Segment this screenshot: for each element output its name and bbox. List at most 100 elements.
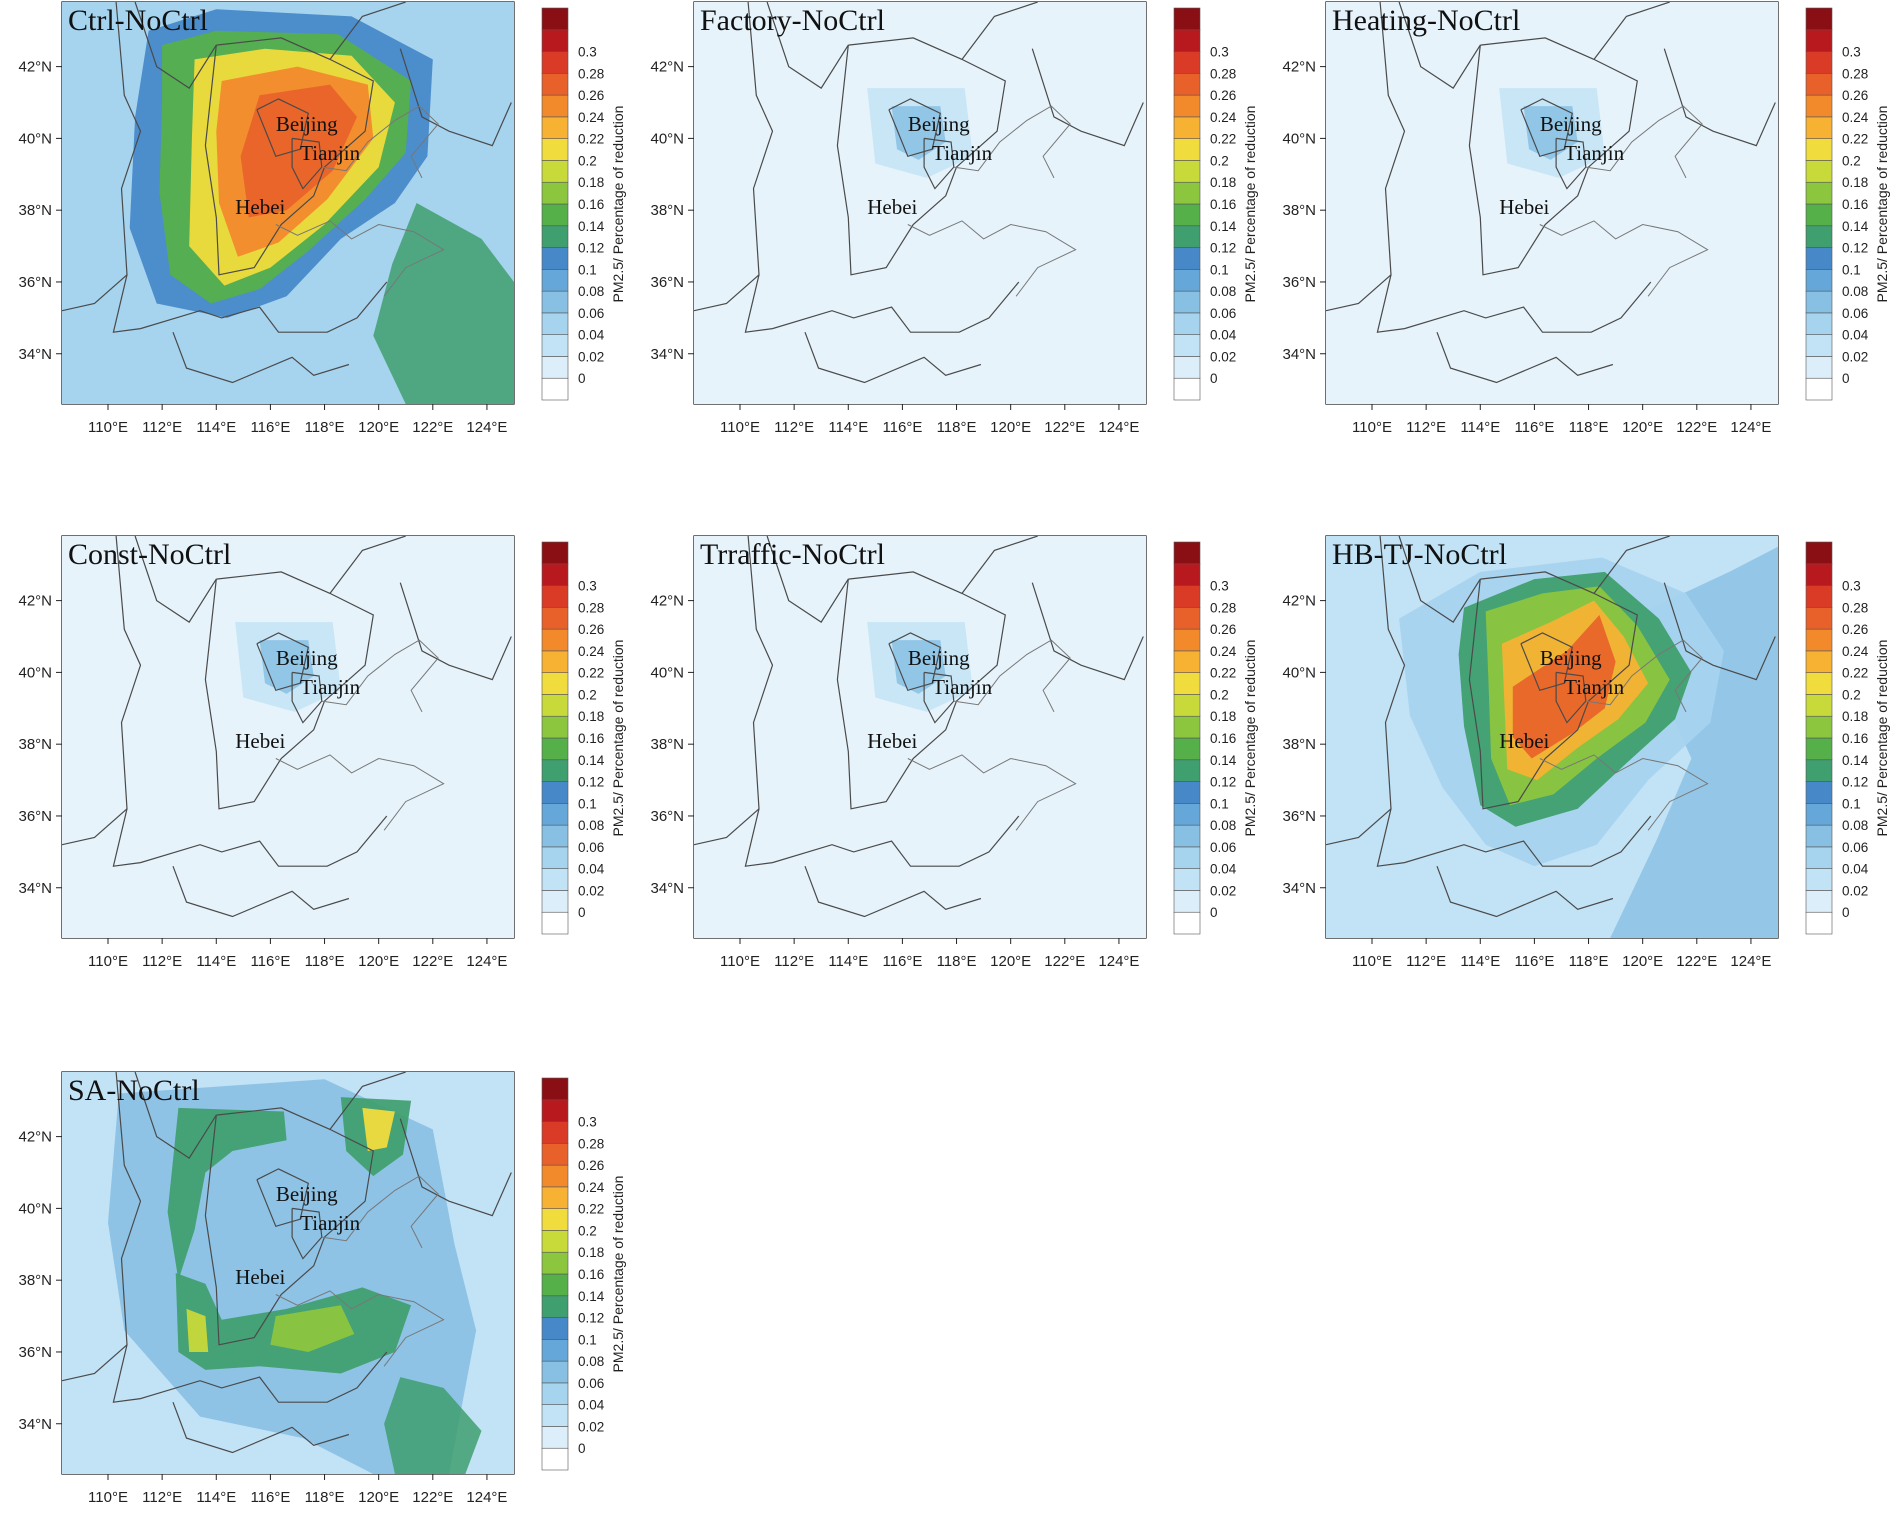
- x-tick-label: 122°E: [1676, 419, 1717, 436]
- contour-region: [1523, 106, 1578, 160]
- colorbar-swatch: [1173, 7, 1201, 31]
- colorbar-swatch: [541, 911, 569, 935]
- coastline: [275, 220, 445, 297]
- province-boundary: [204, 571, 374, 810]
- colorbar-label: 0.08: [1210, 818, 1236, 833]
- city-label-beijing: Beijing: [1540, 112, 1602, 136]
- colorbar-label: 0.14: [578, 219, 605, 234]
- colorbar-swatch: [541, 290, 569, 314]
- contour-region: [186, 1308, 209, 1352]
- colorbar-swatch: [1173, 672, 1201, 695]
- x-tick-label: 118°E: [305, 1489, 345, 1506]
- colorbar-swatch: [541, 1447, 569, 1471]
- x-tick-label: 110°E: [1352, 953, 1392, 970]
- colorbar-swatch: [1173, 29, 1201, 52]
- province-boundary: [744, 536, 1020, 867]
- colorbar-swatch: [1173, 94, 1201, 118]
- colorbar-swatch: [1805, 29, 1833, 52]
- city-label-beijing: Beijing: [908, 646, 970, 670]
- contour-region: [891, 640, 946, 694]
- field-background: [62, 536, 514, 938]
- province-boundary: [172, 331, 350, 384]
- colorbar-label: 0.3: [578, 45, 597, 60]
- x-tick-label: 110°E: [88, 419, 128, 436]
- x-tick-label: 110°E: [1352, 419, 1392, 436]
- colorbar-swatch: [541, 73, 569, 96]
- colorbar-swatch: [541, 1164, 569, 1188]
- colorbar-label: 0.04: [1842, 862, 1869, 877]
- colorbar-swatch: [1805, 94, 1833, 118]
- colorbar-label: 0.06: [1842, 306, 1868, 321]
- y-tick-label: 42°N: [650, 593, 684, 610]
- colorbar-label: 0.16: [1842, 197, 1868, 212]
- city-label-beijing: Beijing: [1540, 646, 1602, 670]
- province-boundary: [1593, 536, 1670, 594]
- city-label-tianjin: Tianjin: [300, 1211, 360, 1235]
- colorbar-swatch: [1173, 73, 1201, 96]
- colorbar-swatch: [1805, 563, 1833, 586]
- colorbar-swatch: [541, 356, 569, 379]
- colorbar-label: 0.2: [578, 1223, 597, 1238]
- colorbar-label: 0.08: [1210, 284, 1236, 299]
- x-tick-label: 110°E: [88, 1489, 128, 1506]
- colorbar-label: 0.06: [1842, 840, 1868, 855]
- colorbar-swatch: [1173, 247, 1201, 270]
- coastline: [953, 639, 1071, 713]
- colorbar-label: 0.12: [1842, 241, 1868, 256]
- coastline: [1585, 105, 1703, 179]
- map-svg: SA-NoCtrl Beijing Tianjin Hebei 110°E 112°E 11…: [18, 1071, 626, 1506]
- city-label-hebei: Hebei: [235, 729, 285, 753]
- x-tick-label: 114°E: [196, 1489, 236, 1506]
- province-boundary: [399, 582, 512, 681]
- colorbar-swatch: [541, 1077, 569, 1101]
- province-boundary: [1031, 582, 1144, 681]
- colorbar-swatch: [1173, 269, 1201, 292]
- city-label-tianjin: Tianjin: [1564, 141, 1624, 165]
- y-tick-label: 40°N: [18, 664, 52, 681]
- colorbar-swatch: [541, 269, 569, 292]
- colorbar-swatch: [1805, 890, 1833, 913]
- x-tick-label: 112°E: [774, 953, 814, 970]
- colorbar-swatch: [1805, 247, 1833, 270]
- colorbar-label: 0: [578, 905, 586, 920]
- colorbar-title: PM2.5/ Percentage of reduction: [610, 1176, 626, 1373]
- city-label-beijing: Beijing: [276, 1182, 338, 1206]
- colorbar-swatch: [1805, 225, 1833, 248]
- y-tick-label: 36°N: [18, 274, 52, 291]
- colorbar-swatch: [541, 181, 569, 205]
- colorbar-swatch: [541, 694, 569, 717]
- city-label-tianjin: Tianjin: [300, 141, 360, 165]
- colorbar-swatch: [541, 138, 569, 161]
- province-boundary: [112, 536, 388, 867]
- province-boundary: [744, 2, 1020, 333]
- colorbar-label: 0.12: [1210, 241, 1236, 256]
- colorbar-label: 0.28: [578, 1136, 604, 1151]
- colorbar-label: 0.24: [578, 1180, 605, 1195]
- contour-region: [373, 203, 514, 404]
- colorbar-swatch: [1173, 846, 1201, 869]
- concentration-field: [1326, 2, 1778, 404]
- city-label-tianjin: Tianjin: [1564, 675, 1624, 699]
- province-boundary: [329, 536, 406, 594]
- colorbar-swatch: [1173, 160, 1201, 183]
- province-boundary: [1520, 98, 1573, 158]
- panel-title: Factory-NoCtrl: [700, 4, 885, 37]
- y-tick-label: 42°N: [1282, 59, 1316, 76]
- x-tick-label: 120°E: [990, 419, 1031, 436]
- colorbar-swatch: [1173, 628, 1201, 652]
- concentration-field: [1326, 536, 1778, 938]
- colorbar-swatch: [1805, 607, 1833, 630]
- colorbar-label: 0: [578, 371, 586, 386]
- x-tick-label: 116°E: [250, 1489, 290, 1506]
- contour-region: [891, 106, 946, 160]
- colorbar-label: 0.08: [1842, 818, 1868, 833]
- coastline: [275, 1290, 445, 1367]
- colorbar-label: 0.2: [578, 687, 597, 702]
- x-tick-label: 112°E: [142, 1489, 182, 1506]
- colorbar-swatch: [541, 563, 569, 586]
- colorbar-label: 0.26: [1842, 622, 1868, 637]
- province-boundary: [888, 632, 941, 692]
- y-tick-label: 42°N: [1282, 593, 1316, 610]
- x-tick-label: 114°E: [196, 419, 236, 436]
- colorbar-label: 0.26: [1210, 88, 1236, 103]
